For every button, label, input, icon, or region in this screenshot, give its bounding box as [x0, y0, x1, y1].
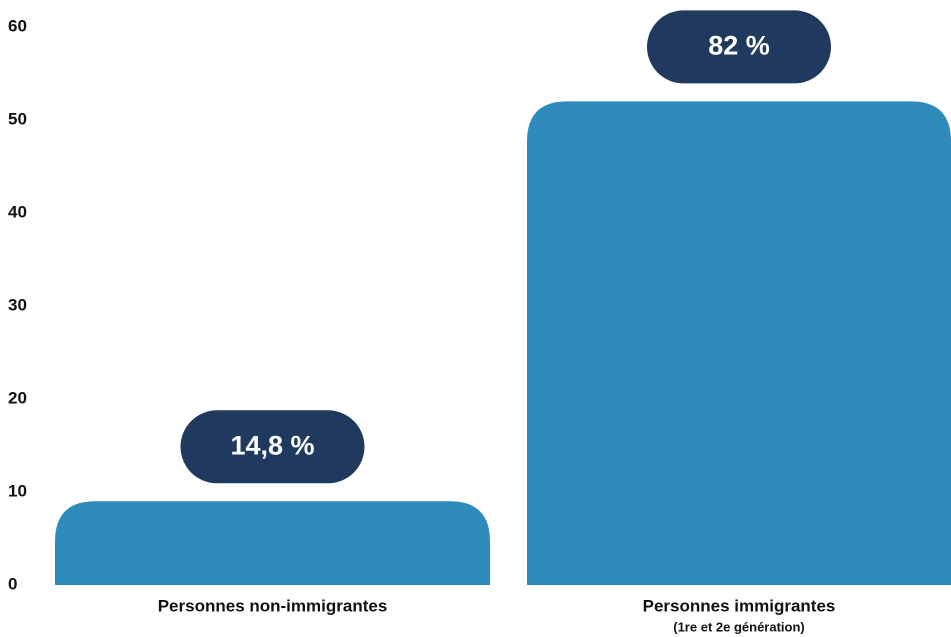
bar: [55, 501, 490, 585]
y-tick-label: 40: [8, 202, 27, 221]
annotation-pill: [647, 10, 831, 84]
annotation-pill: [180, 410, 365, 484]
y-tick-label: 0: [8, 574, 17, 593]
bar: [527, 101, 951, 586]
y-tick-label: 10: [8, 481, 27, 500]
y-tick-label: 50: [8, 109, 27, 128]
y-tick-label: 60: [8, 16, 27, 35]
x-tick-label: Personnes non-immigrantes: [158, 596, 388, 615]
annotation: 82 %: [708, 31, 770, 61]
annotation: 14,8 %: [230, 430, 314, 460]
y-tick-label: 30: [8, 295, 27, 314]
y-tick-label: 20: [8, 388, 27, 407]
x-tick-label: (1re et 2e génération): [673, 619, 805, 634]
x-tick-label: Personnes immigrantes: [643, 596, 836, 615]
